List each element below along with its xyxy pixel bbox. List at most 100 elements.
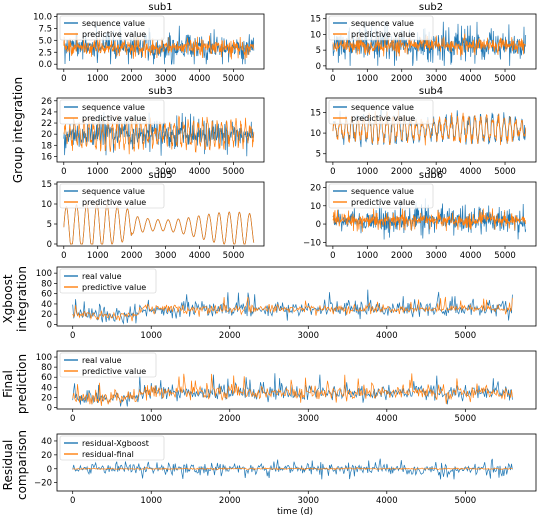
legend-sub1 bbox=[59, 15, 165, 41]
legend-label-sub2-0: sequence value bbox=[351, 19, 414, 28]
y-tick-label-sub3-0: 16 bbox=[41, 152, 52, 162]
chart-sub4: 0 1000 2000 3000 4000 5000 5 10 15 sub4 sequence v… bbox=[310, 86, 537, 177]
ylabel-residual-line1: Residual bbox=[1, 440, 15, 491]
y-tick-label-sub1-2: 5.0 bbox=[38, 36, 52, 46]
legend-label-sub3-1: predictive value bbox=[82, 114, 146, 123]
ylabel-xgboost-line1: Xgboost bbox=[1, 274, 15, 323]
title-sub6: sub6 bbox=[419, 170, 443, 181]
y-tick-label-sub2-1: 5 bbox=[316, 46, 321, 56]
y-tick-label-sub1-1: 2.5 bbox=[38, 48, 52, 58]
axes-frame-sub4 bbox=[325, 97, 537, 163]
ylabel-final-line2: prediction bbox=[15, 354, 29, 414]
y-tick-label-sub6-2: 10 bbox=[310, 202, 321, 212]
y-tick-label-sub4-0: 5 bbox=[316, 150, 321, 160]
axes-frame-sub2 bbox=[325, 13, 537, 70]
legend-sub2 bbox=[328, 15, 434, 41]
legend-final bbox=[59, 352, 157, 378]
legend-label-xgb-1: predictive value bbox=[82, 283, 146, 292]
x-tick-label-sub1-4000: 4000 bbox=[189, 74, 211, 84]
x-tick-label-final-1000: 1000 bbox=[140, 414, 162, 424]
x-tick-label-sub6-0: 0 bbox=[330, 251, 335, 261]
series-resid-residual-xgboost bbox=[72, 458, 513, 480]
x-tick-label-sub5-2000: 2000 bbox=[121, 251, 143, 261]
series-sub5-predictive-value bbox=[63, 203, 255, 245]
x-tick-label-sub2-3000: 3000 bbox=[425, 74, 447, 84]
ylabel-xgboost-line2: integration bbox=[15, 266, 29, 332]
x-tick-label-sub5-0: 0 bbox=[61, 251, 66, 261]
legend-xgb bbox=[59, 268, 157, 294]
chart-sub5: 0 1000 2000 3000 4000 5000 0 5 10 15 sub5sequence … bbox=[41, 170, 265, 261]
y-tick-label-final-4: 80 bbox=[41, 363, 52, 373]
y-tick-label-xgb-4: 80 bbox=[41, 279, 52, 289]
x-tick-label-sub4-4000: 4000 bbox=[460, 167, 482, 177]
x-tick-label-resid-4000: 4000 bbox=[376, 496, 398, 506]
axes-frame-sub1 bbox=[56, 13, 265, 70]
axes-frame-resid bbox=[56, 433, 537, 492]
y-tick-label-sub2-0: 0 bbox=[316, 62, 321, 72]
x-tick-label-sub2-1000: 1000 bbox=[356, 74, 378, 84]
y-tick-label-sub5-0: 0 bbox=[47, 240, 52, 250]
series-sub6-predictive-value bbox=[332, 208, 527, 232]
chart-sub2: 0 1000 2000 3000 4000 5000 0 5 10 15 sub2 sequence … bbox=[310, 2, 537, 84]
x-tick-label-xgb-5000: 5000 bbox=[455, 331, 477, 341]
x-tick-label-sub2-5000: 5000 bbox=[494, 74, 516, 84]
y-tick-label-sub1-0: 0.0 bbox=[38, 60, 52, 70]
y-tick-label-sub5-3: 15 bbox=[41, 180, 52, 190]
series-final-predictive-value bbox=[72, 373, 513, 406]
x-tick-label-sub5-4000: 4000 bbox=[189, 251, 211, 261]
y-tick-label-xgb-2: 40 bbox=[41, 300, 52, 310]
x-tick-label-sub3-1000: 1000 bbox=[87, 167, 109, 177]
axes-frame-sub3 bbox=[56, 97, 265, 163]
x-tick-label-sub1-0: 0 bbox=[61, 74, 66, 84]
y-tick-label-final-3: 60 bbox=[41, 373, 52, 383]
ylabel-residual-line2: comparison bbox=[15, 430, 29, 500]
y-tick-label-sub6-0: −10 bbox=[303, 238, 321, 248]
x-tick-label-sub4-2000: 2000 bbox=[391, 167, 413, 177]
series-xgb-predictive-value bbox=[72, 296, 513, 322]
x-tick-label-resid-5000: 5000 bbox=[455, 496, 477, 506]
x-tick-label-resid-3000: 3000 bbox=[297, 496, 319, 506]
x-tick-label-xgb-0: 0 bbox=[70, 331, 75, 341]
x-tick-label-sub6-2000: 2000 bbox=[391, 251, 413, 261]
series-xgb-real-value bbox=[72, 289, 513, 325]
series-sub1-sequence-value bbox=[63, 24, 255, 65]
x-tick-label-sub2-0: 0 bbox=[330, 74, 335, 84]
chart-resid: 0 1000 2000 3000 4000 5000 −20 0 20 40 residual-Xg… bbox=[34, 433, 537, 506]
x-tick-label-sub4-1000: 1000 bbox=[356, 167, 378, 177]
y-tick-label-sub3-5: 26 bbox=[41, 97, 52, 107]
legend-label-sub6-1: predictive value bbox=[351, 198, 415, 207]
legend-label-sub5-1: predictive value bbox=[82, 198, 146, 207]
legend-label-sub1-0: sequence value bbox=[82, 19, 145, 28]
legend-label-xgb-0: real value bbox=[82, 272, 122, 281]
legend-label-resid-1: residual-final bbox=[82, 450, 134, 459]
series-sub3-predictive-value bbox=[63, 115, 255, 155]
x-tick-label-sub4-5000: 5000 bbox=[494, 167, 516, 177]
x-tick-label-sub1-2000: 2000 bbox=[121, 74, 143, 84]
axes-frame-sub5 bbox=[56, 181, 265, 247]
x-tick-label-sub3-5000: 5000 bbox=[223, 167, 245, 177]
x-tick-label-sub5-1000: 1000 bbox=[87, 251, 109, 261]
ylabel-final-line1: Final bbox=[1, 370, 15, 398]
y-tick-label-resid-1: 0 bbox=[47, 465, 52, 475]
series-sub4-predictive-value bbox=[332, 109, 527, 146]
axes-frame-final bbox=[56, 350, 537, 410]
series-sub5-sequence-value bbox=[63, 203, 255, 245]
y-tick-label-xgb-5: 100 bbox=[36, 269, 52, 279]
x-tick-label-sub6-5000: 5000 bbox=[494, 251, 516, 261]
y-tick-label-resid-0: −20 bbox=[34, 479, 52, 489]
series-sub1-predictive-value bbox=[63, 35, 255, 60]
series-resid-residual-final bbox=[72, 467, 513, 471]
y-tick-label-sub2-3: 15 bbox=[310, 15, 321, 25]
y-tick-label-sub3-2: 20 bbox=[41, 130, 52, 140]
legend-label-sub3-0: sequence value bbox=[82, 103, 145, 112]
xlabel-time: time (d) bbox=[277, 507, 313, 517]
y-tick-label-sub6-3: 20 bbox=[310, 183, 321, 193]
x-tick-label-sub5-3000: 3000 bbox=[155, 251, 177, 261]
y-tick-label-sub4-2: 15 bbox=[310, 108, 321, 118]
y-tick-label-resid-3: 40 bbox=[41, 437, 52, 447]
y-tick-label-sub5-2: 10 bbox=[41, 200, 52, 210]
axes-frame-xgb bbox=[56, 266, 537, 327]
x-tick-label-xgb-4000: 4000 bbox=[376, 331, 398, 341]
